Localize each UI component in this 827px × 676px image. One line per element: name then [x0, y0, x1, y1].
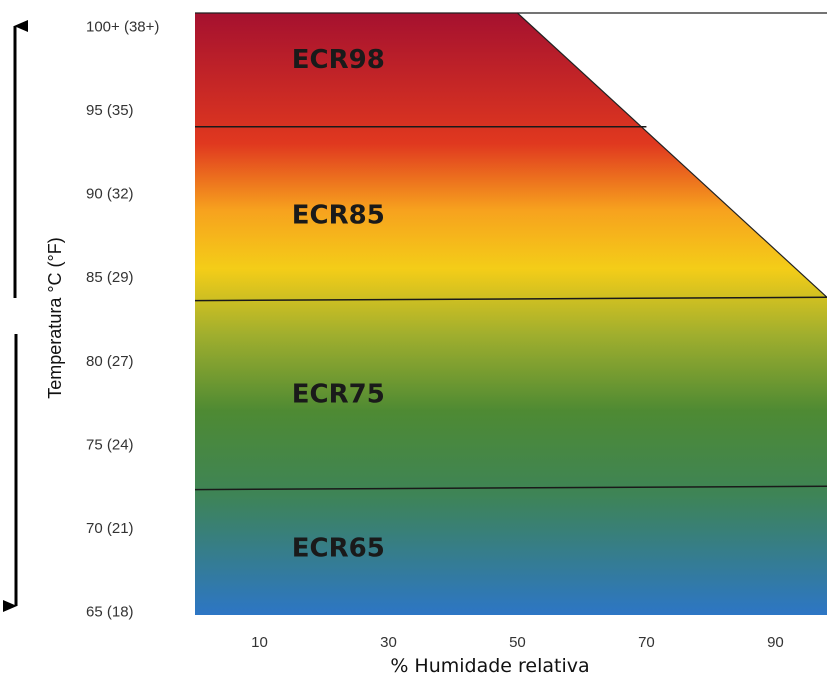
x-axis-title: % Humidade relativa: [390, 655, 589, 676]
y-axis-title: Temperatura °C (°F): [45, 237, 65, 398]
zone-boundary-line: [194, 485, 827, 491]
zone-label-ecr75: ECR75: [292, 380, 385, 410]
zone-label-ecr85: ECR85: [292, 201, 385, 231]
plot-area: [195, 12, 827, 615]
x-tick-label: 10: [251, 634, 268, 651]
y-tick-label: 90 (32): [86, 186, 134, 203]
zone-boundaries: [194, 125, 827, 491]
y-tick-label: 80 (27): [86, 353, 134, 370]
x-tick-label: 70: [638, 634, 655, 651]
y-tick-labels: 100+ (38+) 95 (35) 90 (32) 85 (29) 80 (27) 75…: [86, 18, 159, 620]
x-tick-label: 30: [380, 634, 397, 651]
y-tick-label: 85 (29): [86, 269, 134, 286]
y-tick-label: 100+ (38+): [86, 18, 159, 35]
y-tick-label: 70 (21): [86, 520, 134, 537]
x-tick-label: 90: [767, 634, 784, 651]
y-tick-label: 75 (24): [86, 436, 134, 453]
zone-boundary-line: [194, 296, 827, 302]
zone-labels: ECR98 ECR85 ECR75 ECR65: [292, 45, 385, 563]
x-tick-label: 50: [509, 634, 526, 651]
ecr-zones-area: [195, 13, 827, 615]
y-tick-label: 95 (35): [86, 102, 134, 119]
y-tick-label: 65 (18): [86, 604, 134, 621]
x-tick-labels: 10 30 50 70 90: [251, 634, 784, 651]
zone-label-ecr98: ECR98: [292, 45, 385, 75]
zone-label-ecr65: ECR65: [292, 533, 385, 563]
